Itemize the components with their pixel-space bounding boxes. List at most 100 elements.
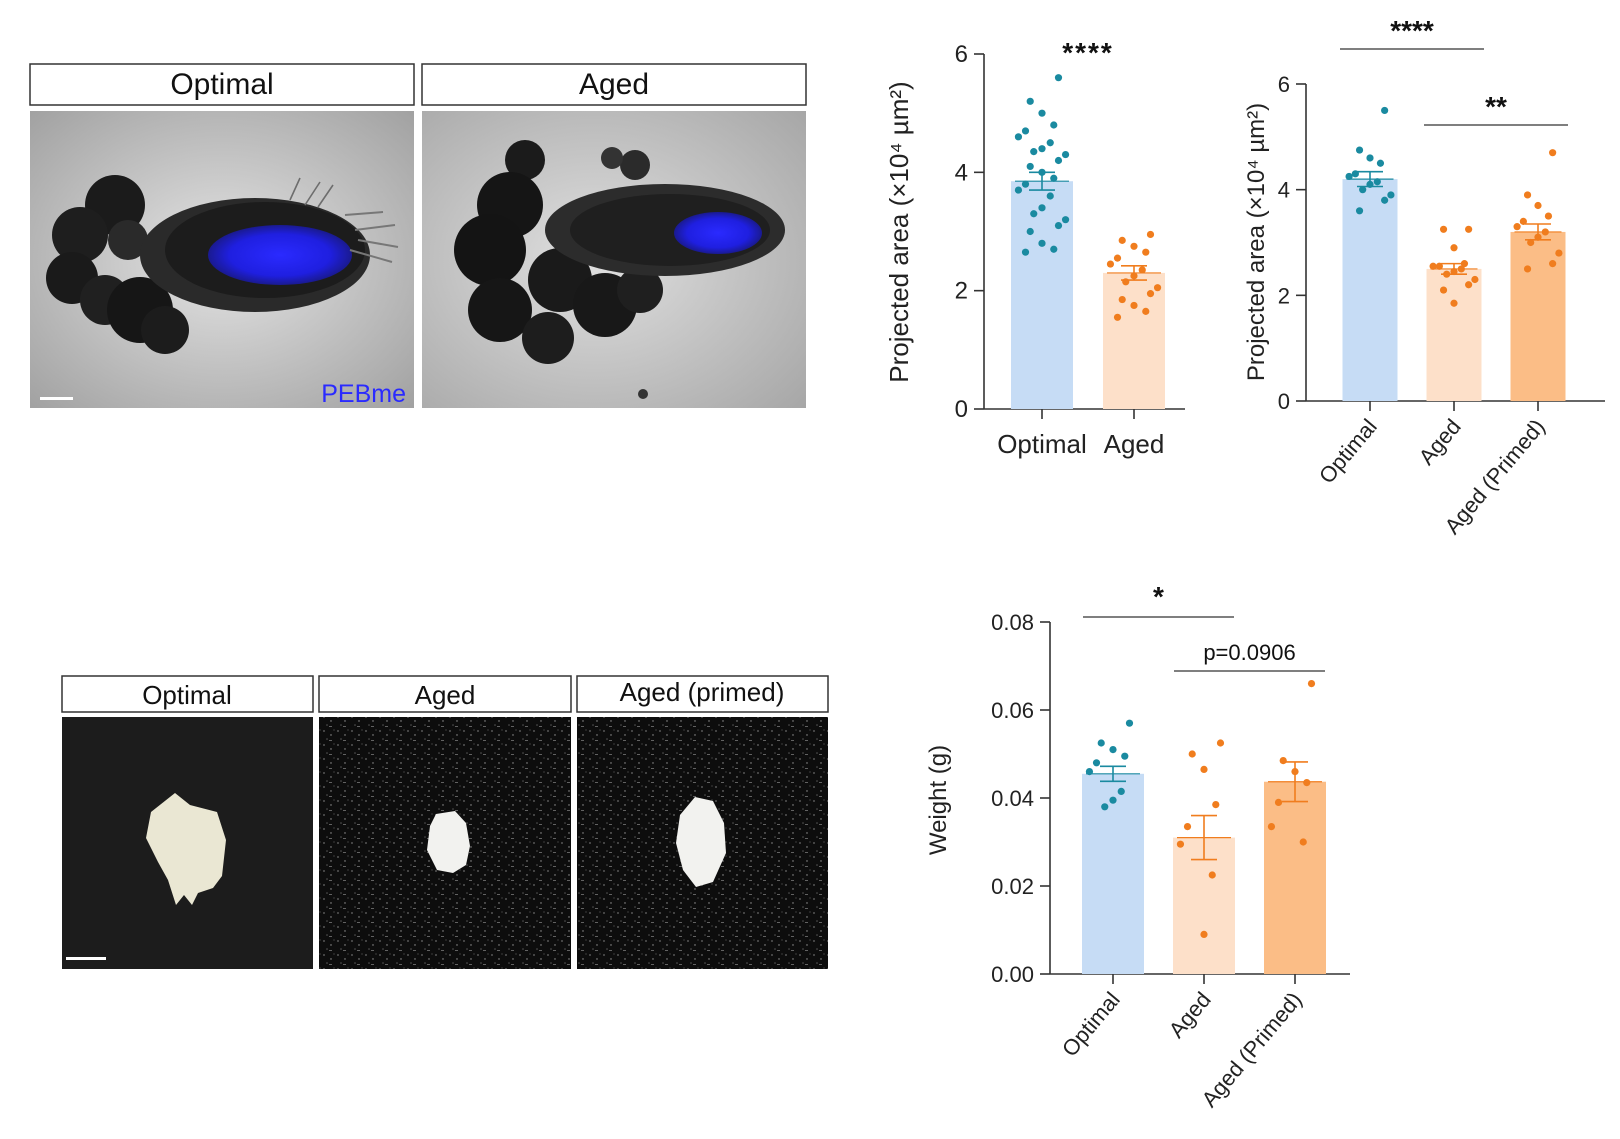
data-point	[1359, 186, 1367, 194]
data-point	[1376, 159, 1385, 167]
scale-bar-bottom	[66, 957, 106, 960]
significance-label: p=0.0906	[1203, 640, 1295, 665]
data-point	[1097, 739, 1105, 747]
data-point	[1142, 307, 1150, 315]
data-point	[1549, 260, 1557, 268]
data-point	[1021, 248, 1030, 256]
data-point	[1118, 236, 1126, 244]
top-microscopy-panels: Optimal Aged PEBme	[29, 63, 807, 408]
data-point	[1523, 265, 1532, 273]
data-point	[1274, 798, 1283, 807]
data-point	[1125, 719, 1134, 727]
scale-bar-top	[40, 397, 73, 400]
bar-aged	[1426, 268, 1482, 401]
y-tick-label: 2	[955, 278, 968, 305]
chart-projected-area-3group: 0 2 4 6 Projected area (×10⁴ µm²) Optimal Aged…	[1243, 15, 1605, 539]
data-point	[1544, 212, 1553, 220]
data-point	[1030, 148, 1038, 156]
bar-aged	[1103, 272, 1165, 409]
y-axis-label: Projected area (×10⁴ µm²)	[1243, 103, 1270, 381]
y-tick-label: 0.00	[991, 962, 1034, 987]
data-point	[1549, 149, 1557, 157]
data-point	[1014, 133, 1023, 141]
bar-aged-primed-	[1510, 231, 1566, 401]
data-point	[1279, 757, 1287, 765]
label-box-bottom-primed	[576, 675, 829, 713]
data-point	[1216, 739, 1225, 747]
data-point	[1513, 223, 1521, 231]
bottom-label-primed: Aged (primed)	[620, 677, 785, 707]
x-category-label: Optimal	[1314, 414, 1382, 488]
significance-label: ****	[1390, 15, 1434, 46]
data-point	[1113, 254, 1122, 262]
y-tick-label: 0.08	[991, 610, 1034, 635]
data-point	[1176, 840, 1185, 848]
tissue-sample-aged	[427, 811, 470, 873]
data-point	[1142, 248, 1150, 256]
y-tick-label: 0	[1278, 389, 1290, 414]
data-point	[1026, 162, 1034, 171]
data-point	[1146, 290, 1155, 298]
data-point	[1373, 178, 1381, 186]
label-box-optimal	[29, 63, 415, 106]
bottom-label-aged: Aged	[415, 680, 476, 710]
data-point	[1118, 295, 1126, 304]
bar-optimal	[1082, 773, 1144, 974]
data-point	[1050, 121, 1058, 129]
data-point	[1109, 746, 1117, 754]
chart-projected-area-2group: 0 2 4 6 Projected area (×10⁴ µm²) Optimal Aged…	[884, 37, 1185, 459]
photo-optimal-tissue	[62, 717, 313, 969]
chart-weight: 0.00 0.02 0.04 0.06 0.08 Weight (g) Optimal Age…	[925, 581, 1350, 1112]
data-point	[1038, 145, 1046, 153]
data-point	[1117, 787, 1125, 796]
data-point	[1014, 186, 1023, 194]
data-point	[1471, 275, 1479, 284]
data-point	[1153, 284, 1162, 292]
label-box-aged	[421, 63, 807, 106]
data-point	[1130, 242, 1138, 250]
photo-primed-tissue	[577, 717, 828, 969]
data-point	[1092, 759, 1101, 767]
top-label-aged: Aged	[579, 68, 649, 101]
data-point	[1050, 245, 1058, 253]
data-point	[1046, 139, 1054, 147]
y-axis-label: Projected area (×10⁴ µm²)	[884, 81, 914, 382]
data-point	[1138, 266, 1146, 274]
data-point	[1038, 239, 1046, 247]
x-category-label: Optimal	[997, 429, 1087, 459]
x-category-label: Aged	[1104, 429, 1165, 459]
data-point	[1381, 196, 1389, 204]
data-point	[1345, 172, 1353, 181]
data-point	[1534, 201, 1542, 210]
data-point	[1299, 838, 1307, 846]
data-point	[1465, 281, 1473, 289]
data-point	[1061, 216, 1070, 224]
top-label-optimal: Optimal	[170, 68, 273, 101]
y-tick-label: 2	[1278, 283, 1290, 308]
data-point	[1188, 750, 1196, 758]
fluor-label: PEBme	[321, 380, 406, 408]
data-point	[1021, 127, 1030, 135]
data-point	[1054, 156, 1063, 165]
data-point	[1355, 207, 1364, 215]
data-point	[1121, 752, 1129, 760]
data-point	[1519, 217, 1527, 225]
data-point	[1038, 109, 1046, 117]
x-category-label: Optimal	[1057, 987, 1125, 1061]
image-optimal-organoid: PEBme	[30, 111, 414, 408]
significance-label: *	[1153, 581, 1164, 612]
y-axis-label: Weight (g)	[925, 745, 952, 855]
photo-aged-tissue	[319, 717, 571, 969]
data-point	[1527, 238, 1535, 247]
data-point	[1146, 230, 1155, 239]
data-point	[1026, 97, 1034, 105]
data-point	[1101, 803, 1109, 811]
y-tick-label: 4	[955, 159, 968, 186]
data-point	[1355, 146, 1364, 154]
data-point	[1387, 191, 1395, 199]
data-point	[1523, 191, 1532, 199]
data-point	[1450, 244, 1458, 252]
bar-optimal	[1011, 181, 1073, 409]
data-point	[1054, 221, 1063, 230]
